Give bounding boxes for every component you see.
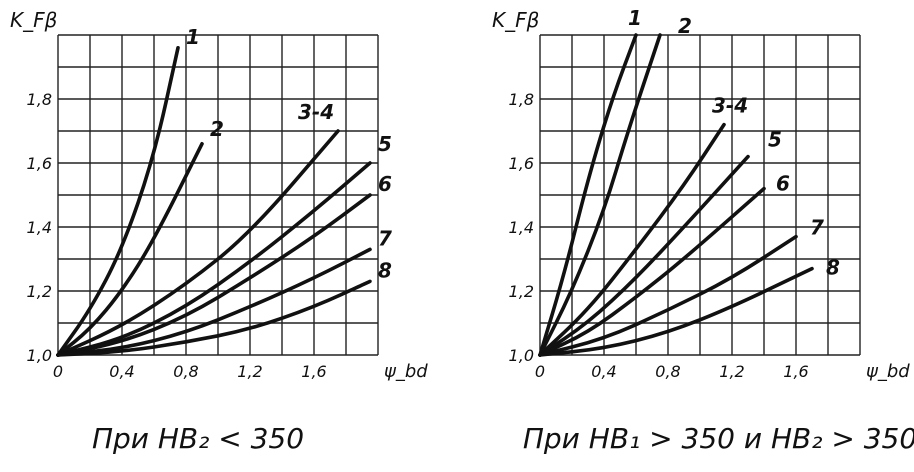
y-tick-label: 1,2 (27, 282, 52, 301)
y-tick-label: 1,8 (27, 90, 52, 109)
x-tick-label: 1,2 (719, 362, 744, 381)
series-label-2: 2 (678, 14, 692, 38)
y-axis-label: K_Fβ (10, 8, 58, 32)
y-tick-label: 1,6 (509, 154, 534, 173)
grid (539, 34, 861, 356)
series-label-7: 7 (810, 216, 824, 240)
chart-caption: При HB₁ > 350 и HB₂ > 350 (523, 422, 914, 455)
series-label-5: 5 (768, 128, 782, 152)
x-tick-label: 0,8 (655, 362, 680, 381)
series-label-3-4: 3-4 (298, 100, 334, 124)
x-tick-label: 0,4 (591, 362, 616, 381)
x-tick-label: 1,2 (237, 362, 262, 381)
series-line-2 (56, 142, 204, 357)
x-axis-label: ψ_bd (866, 361, 910, 382)
series-line-2 (538, 33, 662, 357)
chart-hb2-under-350: 1,0 1,2 1,4 1,6 1,8 0 0,4 0,8 1,2 1,6 K_Fβ ψ_bd 1 2 3-… (10, 8, 428, 455)
series-line-1 (56, 46, 180, 357)
series-line-3-4 (538, 122, 726, 357)
series-label-6: 6 (776, 172, 790, 196)
y-tick-label: 1,0 (509, 346, 534, 365)
series-label-7: 7 (378, 226, 392, 250)
y-tick-label: 1,4 (509, 218, 534, 237)
series-line-3-4 (56, 129, 340, 357)
series-line-7 (538, 234, 798, 357)
series-line-5 (538, 154, 750, 357)
series-label-6: 6 (378, 172, 392, 196)
x-tick-label: 1,6 (783, 362, 808, 381)
series-label-3-4: 3-4 (712, 94, 748, 118)
series-label-8: 8 (378, 258, 392, 282)
y-axis-label: K_Fβ (492, 8, 540, 32)
x-tick-label: 0 (535, 362, 545, 381)
series-label-1: 1 (186, 25, 200, 49)
series-label-1: 1 (628, 6, 642, 30)
y-tick-label: 1,8 (509, 90, 534, 109)
y-tick-label: 1,0 (27, 346, 52, 365)
y-tick-label: 1,4 (27, 218, 52, 237)
series-line-8 (56, 279, 372, 357)
x-axis-label: ψ_bd (384, 361, 428, 382)
chart-hb1-hb2-over-350: 1,0 1,2 1,4 1,6 1,8 0 0,4 0,8 1,2 1,6 K_Fβ ψ_bd 1 2 3-… (492, 6, 914, 455)
series-line-6 (538, 186, 766, 357)
series-label-2: 2 (210, 117, 224, 141)
series-label-8: 8 (826, 256, 840, 280)
y-tick-label: 1,6 (27, 154, 52, 173)
x-tick-label: 0,4 (109, 362, 134, 381)
x-tick-label: 0,8 (173, 362, 198, 381)
x-tick-label: 0 (53, 362, 63, 381)
chart-caption: При HB₂ < 350 (92, 422, 304, 455)
series-line-6 (56, 193, 372, 357)
series-label-5: 5 (378, 132, 392, 156)
series-line-8 (538, 266, 814, 357)
y-tick-label: 1,2 (509, 282, 534, 301)
x-tick-label: 1,6 (301, 362, 326, 381)
series-line-1 (538, 33, 638, 357)
